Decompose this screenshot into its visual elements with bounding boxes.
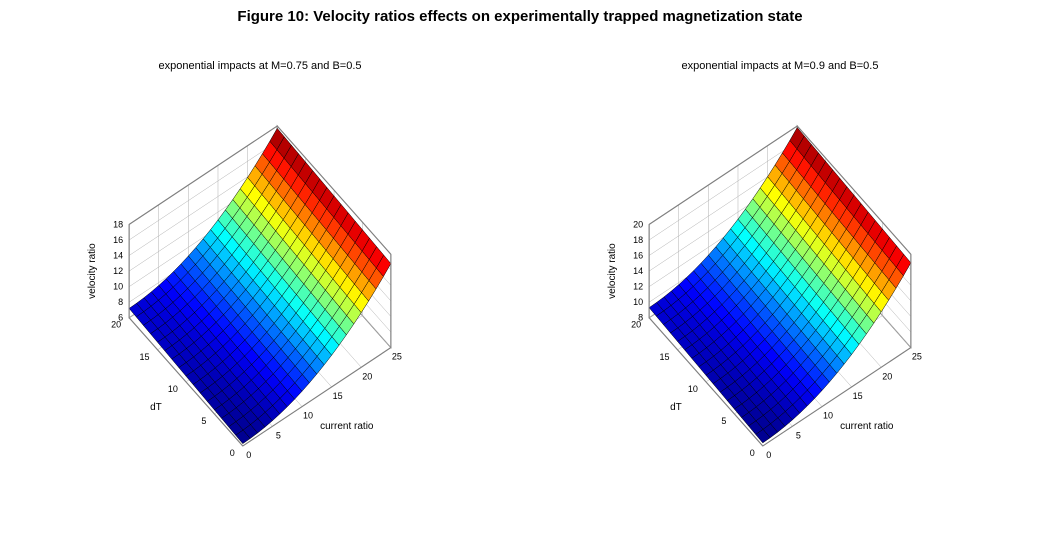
svg-text:8: 8: [118, 297, 123, 307]
svg-text:5: 5: [721, 416, 726, 426]
svg-text:25: 25: [392, 352, 402, 362]
svg-text:5: 5: [796, 430, 801, 440]
svg-text:current ratio: current ratio: [320, 421, 374, 432]
svg-text:15: 15: [333, 391, 343, 401]
svg-text:16: 16: [633, 251, 643, 261]
svg-text:20: 20: [882, 371, 892, 381]
panels-row: exponential impacts at M=0.75 and B=0.5 …: [0, 60, 1040, 537]
svg-text:0: 0: [750, 448, 755, 458]
svg-text:current ratio: current ratio: [840, 421, 894, 432]
svg-text:6: 6: [118, 313, 123, 323]
svg-text:25: 25: [912, 352, 922, 362]
svg-text:velocity ratio: velocity ratio: [607, 243, 618, 299]
svg-text:18: 18: [113, 219, 123, 229]
svg-text:20: 20: [362, 371, 372, 381]
svg-text:16: 16: [113, 235, 123, 245]
svg-text:10: 10: [633, 297, 643, 307]
svg-text:10: 10: [303, 411, 313, 421]
svg-text:18: 18: [633, 235, 643, 245]
svg-text:10: 10: [113, 282, 123, 292]
svg-text:14: 14: [113, 251, 123, 261]
svg-text:5: 5: [201, 416, 206, 426]
svg-text:5: 5: [276, 430, 281, 440]
panel-right: exponential impacts at M=0.9 and B=0.5 0…: [550, 60, 1010, 496]
svg-text:dT: dT: [150, 402, 162, 413]
svg-text:10: 10: [688, 384, 698, 394]
panel-left: exponential impacts at M=0.75 and B=0.5 …: [30, 60, 490, 496]
svg-text:15: 15: [853, 391, 863, 401]
svg-text:velocity ratio: velocity ratio: [87, 243, 98, 299]
svg-text:10: 10: [823, 411, 833, 421]
svg-text:12: 12: [113, 266, 123, 276]
panel-right-title: exponential impacts at M=0.9 and B=0.5: [550, 60, 1010, 72]
svg-text:12: 12: [633, 282, 643, 292]
svg-text:14: 14: [633, 266, 643, 276]
svg-text:0: 0: [230, 448, 235, 458]
panel-left-title: exponential impacts at M=0.75 and B=0.5: [30, 60, 490, 72]
svg-text:0: 0: [766, 450, 771, 460]
surface-plot: 051015202505101520681012141618current ra…: [30, 76, 490, 496]
figure-title: Figure 10: Velocity ratios effects on ex…: [0, 8, 1040, 25]
surface-plot: 0510152025051015208101214161820current r…: [550, 76, 1010, 496]
svg-text:10: 10: [168, 384, 178, 394]
svg-text:15: 15: [140, 352, 150, 362]
svg-text:0: 0: [246, 450, 251, 460]
svg-text:15: 15: [660, 352, 670, 362]
svg-text:8: 8: [638, 313, 643, 323]
svg-text:dT: dT: [670, 402, 682, 413]
panel-left-plot: 051015202505101520681012141618current ra…: [30, 76, 490, 496]
panel-right-plot: 0510152025051015208101214161820current r…: [550, 76, 1010, 496]
svg-text:20: 20: [633, 219, 643, 229]
